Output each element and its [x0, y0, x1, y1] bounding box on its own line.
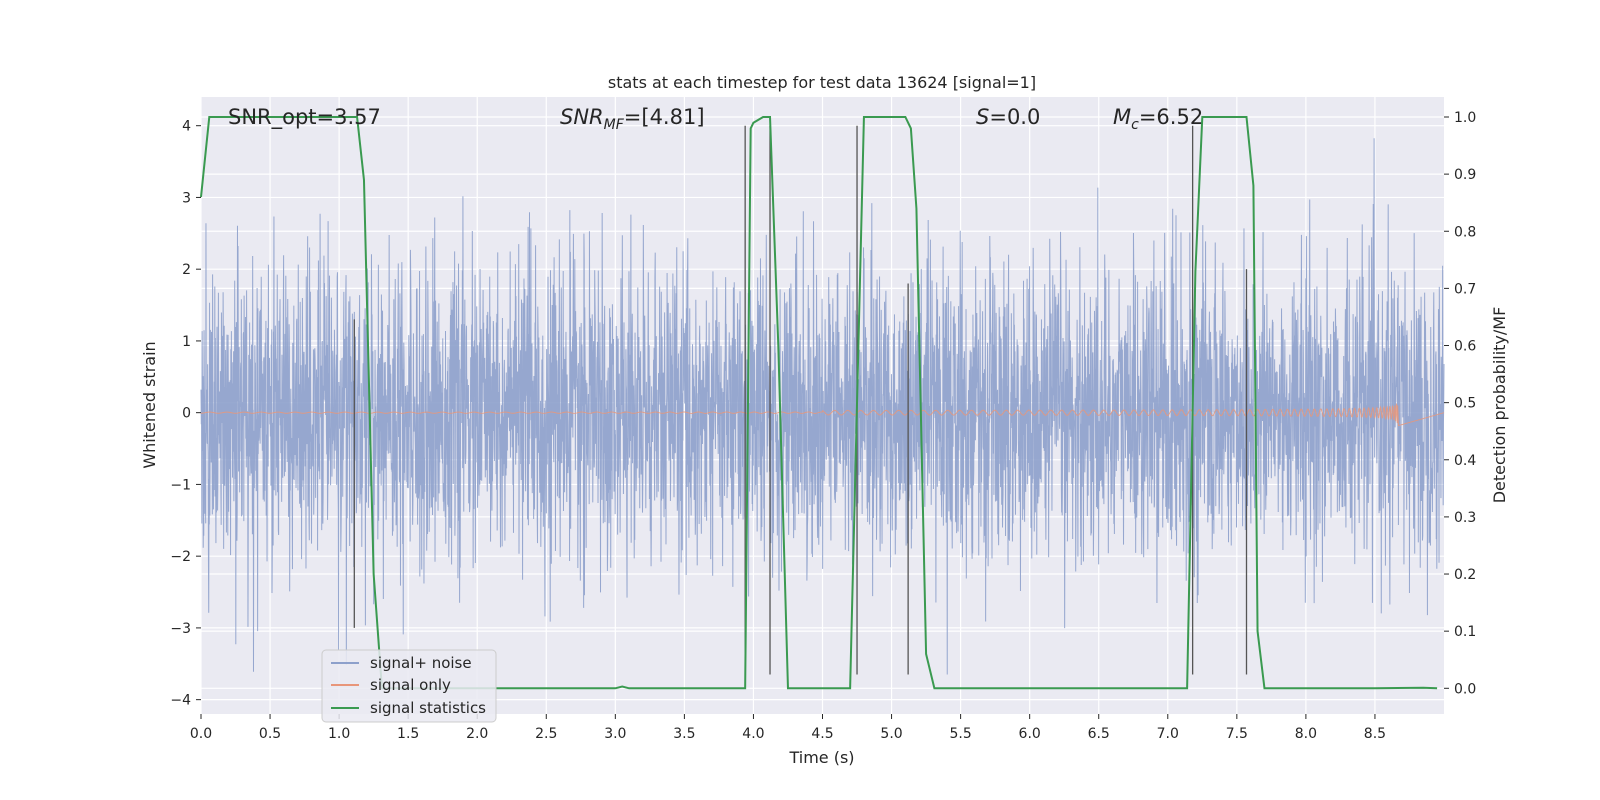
- chart-title: stats at each timestep for test data 136…: [608, 73, 1036, 92]
- y2-tick-label-7: 0.7: [1454, 281, 1476, 297]
- annotation-snr-mf: SNRMF=[4.81]: [560, 105, 705, 133]
- x-tick-label-16: 8.0: [1295, 726, 1317, 742]
- legend-label-stats: signal statistics: [370, 699, 486, 717]
- x-axis-label: Time (s): [788, 748, 854, 767]
- y2-tick-label-3: 0.3: [1454, 510, 1476, 526]
- y2-tick-label-10: 1.0: [1454, 110, 1476, 126]
- s-value: =0.0: [989, 105, 1040, 129]
- y-tick-label-5: 1: [182, 334, 191, 350]
- y-tick-label-4: 0: [182, 406, 191, 422]
- x-tick-label-10: 5.0: [880, 726, 902, 742]
- signal-noise-series: [200, 138, 1445, 675]
- legend: signal+ noise signal only signal statist…: [321, 649, 497, 723]
- x-tick-label-9: 4.5: [811, 726, 833, 742]
- y2-tick-label-4: 0.4: [1454, 453, 1476, 469]
- x-tick-label-7: 3.5: [673, 726, 695, 742]
- y-tick-label-6: 2: [182, 262, 191, 278]
- y-tick-label-8: 4: [182, 119, 191, 135]
- mc-sub: c: [1131, 117, 1139, 133]
- y2-tick-label-0: 0.0: [1454, 681, 1476, 697]
- y2-tick-label-8: 0.8: [1454, 224, 1476, 240]
- y2-tick-label-9: 0.9: [1454, 167, 1476, 183]
- s-var: S: [976, 105, 989, 129]
- signal-only-line: [200, 403, 1445, 427]
- mc-value: =6.52: [1139, 105, 1203, 129]
- legend-label-noise: signal+ noise: [370, 654, 472, 672]
- y-tick-label-2: −2: [170, 549, 191, 565]
- x-tick-label-3: 1.5: [397, 726, 419, 742]
- x-tick-label-11: 5.5: [949, 726, 971, 742]
- annotation-snr-opt: SNR_opt=3.57: [228, 105, 381, 130]
- axes: 0.0 0.5 1.0 1.5 2.0 2.5 3.0 3.5 4.0 4.5 5.0 5.5 6.0 6…: [170, 110, 1476, 742]
- y-tick-label-3: −1: [170, 477, 191, 493]
- legend-box: [321, 649, 497, 723]
- signal-noise-line: [200, 138, 1445, 675]
- y2-tick-label-2: 0.2: [1454, 567, 1476, 583]
- x-tick-label-4: 2.0: [466, 726, 488, 742]
- annotation-mc: Mc=6.52: [1113, 105, 1203, 133]
- y-tick-label-0: −4: [170, 693, 191, 709]
- x-tick-label-2: 1.0: [328, 726, 350, 742]
- x-tick-label-6: 3.0: [604, 726, 626, 742]
- x-tick-label-13: 6.5: [1088, 726, 1110, 742]
- x-tick-label-0: 0.0: [190, 726, 212, 742]
- y2-tick-label-5: 0.5: [1454, 396, 1476, 412]
- x-tick-label-12: 6.0: [1019, 726, 1041, 742]
- y-axis-label: Whitened strain: [140, 341, 159, 468]
- y2-tick-label-6: 0.6: [1454, 339, 1476, 355]
- x-tick-label-14: 7.0: [1157, 726, 1179, 742]
- y-tick-label-1: −3: [170, 621, 191, 637]
- mc-base: M: [1113, 105, 1131, 129]
- snr-mf-base: SNR: [560, 105, 604, 129]
- snr-mf-sub: MF: [604, 117, 625, 133]
- x-tick-label-17: 8.5: [1364, 726, 1386, 742]
- legend-label-signal: signal only: [370, 676, 451, 694]
- x-tick-label-5: 2.5: [535, 726, 557, 742]
- signal-only-series: [200, 403, 1445, 427]
- y2-tick-label-1: 0.1: [1454, 624, 1476, 640]
- x-tick-label-1: 0.5: [259, 726, 281, 742]
- annotation-s: S=0.0: [976, 105, 1040, 129]
- y2-axis-label: Detection probability/MF: [1490, 307, 1509, 504]
- x-tick-label-15: 7.5: [1226, 726, 1248, 742]
- snr-mf-value: =[4.81]: [624, 105, 705, 129]
- x-tick-label-8: 4.0: [742, 726, 764, 742]
- y-tick-label-7: 3: [182, 190, 191, 206]
